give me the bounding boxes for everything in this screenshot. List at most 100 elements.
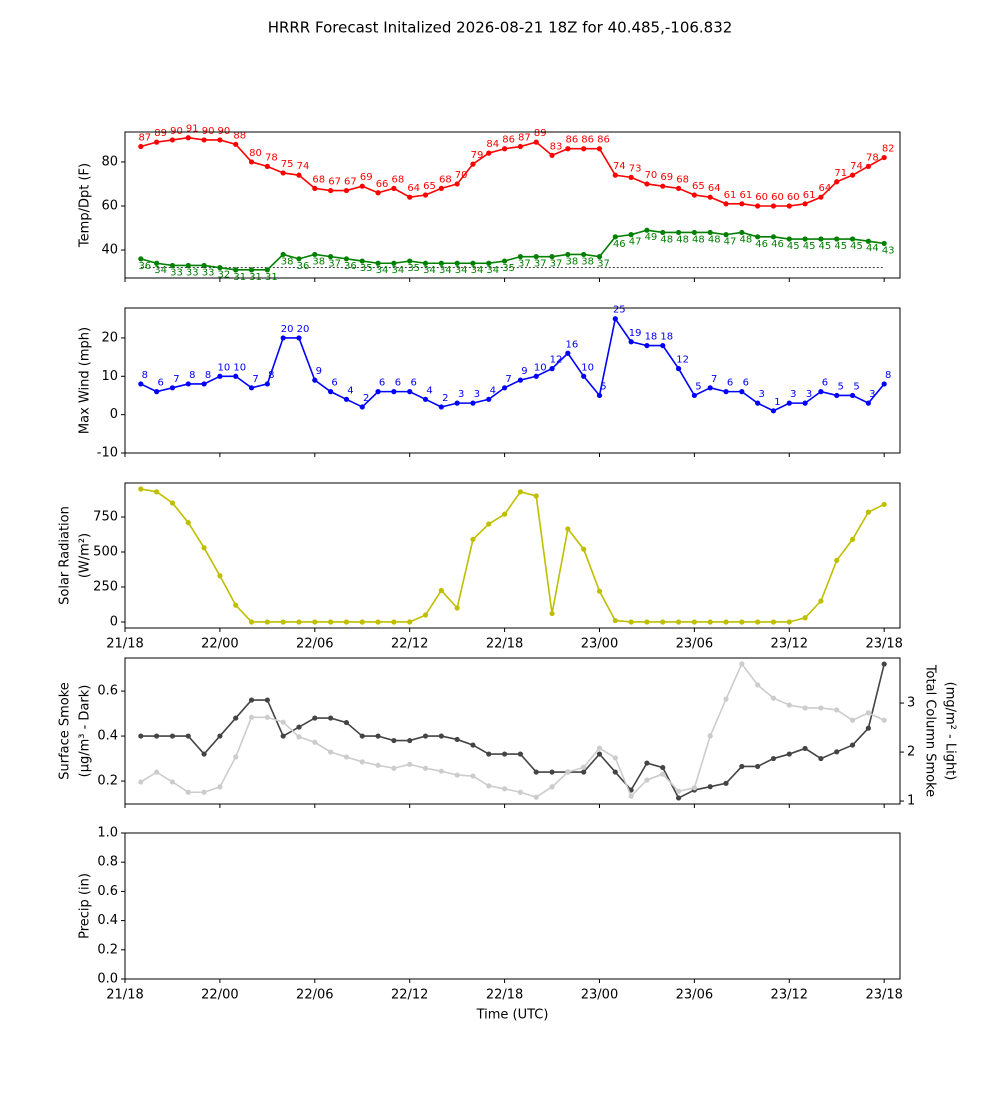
data-label: 68: [312, 174, 325, 185]
point: [296, 335, 302, 341]
point: [628, 232, 634, 238]
point: [628, 339, 634, 345]
point: [343, 396, 350, 402]
data-label: 37: [597, 259, 610, 270]
point: [375, 389, 381, 395]
data-label: 6: [379, 378, 385, 389]
data-label: 4: [426, 385, 432, 396]
data-label: 65: [692, 181, 705, 192]
data-label: 60: [787, 192, 800, 203]
data-label: 33: [170, 267, 183, 278]
y-tick-label: 60: [101, 198, 118, 213]
point: [328, 715, 334, 721]
x-tick-label: 23/12: [771, 988, 808, 1003]
point: [296, 734, 302, 740]
data-label: 68: [676, 174, 689, 185]
data-label: 90: [218, 126, 231, 137]
data-label: 60: [771, 192, 784, 203]
point: [849, 742, 856, 748]
data-label: 37: [534, 259, 547, 270]
point: [217, 137, 223, 143]
data-label: 9: [316, 366, 322, 377]
point: [596, 751, 603, 757]
point: [596, 392, 603, 399]
point: [691, 229, 697, 236]
data-label: 34: [471, 265, 484, 276]
data-label: 18: [660, 332, 673, 343]
point: [849, 392, 856, 399]
x-tick-label: 23/12: [771, 637, 808, 652]
point: [849, 236, 856, 242]
data-label: 47: [629, 237, 642, 248]
x-tick-label: 22/06: [296, 988, 333, 1003]
point: [296, 619, 302, 625]
point: [818, 236, 824, 242]
x-tick-label: 23/06: [676, 988, 713, 1003]
data-label: 6: [331, 378, 337, 389]
point: [201, 545, 207, 551]
y-tick-label: 0.6: [97, 884, 118, 899]
x-tick-label: 22/06: [296, 637, 333, 652]
y-tick-label: 1.0: [97, 826, 118, 841]
data-label: 18: [645, 332, 658, 343]
x-tick-label: 23/00: [581, 637, 618, 652]
point: [881, 381, 887, 387]
data-label: 73: [629, 163, 642, 174]
point: [454, 400, 460, 406]
point: [549, 366, 555, 372]
point: [185, 733, 191, 739]
data-label: 45: [803, 241, 816, 252]
data-label: 68: [439, 174, 452, 185]
data-label: 88: [233, 130, 246, 141]
point: [802, 201, 808, 207]
point: [169, 137, 176, 143]
y2-tick-label: 2: [907, 745, 915, 760]
point: [296, 256, 302, 262]
data-label: 33: [202, 267, 215, 278]
point: [501, 385, 508, 391]
point: [217, 373, 223, 379]
x-tick-label: 23/00: [581, 988, 618, 1003]
point: [454, 772, 460, 778]
point: [138, 381, 144, 387]
data-label: 3: [458, 389, 464, 400]
point: [359, 759, 365, 765]
point: [422, 612, 429, 618]
point: [675, 788, 682, 794]
data-label: 46: [613, 239, 626, 250]
data-label: 45: [819, 241, 832, 252]
y2-tick-label: 3: [907, 696, 915, 711]
point: [660, 764, 666, 771]
data-label: 37: [328, 259, 341, 270]
point: [612, 617, 618, 624]
point: [312, 251, 318, 258]
point: [422, 765, 429, 771]
point: [407, 389, 413, 395]
y2-axis-label: (mg/m² - Light): [943, 682, 958, 781]
point: [660, 229, 666, 236]
point: [169, 385, 176, 391]
point: [422, 733, 429, 739]
data-label: 38: [565, 256, 578, 267]
point: [533, 794, 539, 800]
point: [707, 229, 713, 236]
data-label: 6: [822, 378, 828, 389]
point: [328, 187, 334, 194]
point: [280, 619, 286, 625]
point: [486, 783, 492, 789]
point: [438, 260, 444, 266]
data-label: 10: [581, 362, 594, 373]
y-tick-label: 20: [101, 330, 118, 345]
point: [770, 755, 777, 762]
point: [691, 392, 697, 399]
point: [628, 793, 634, 799]
point: [675, 795, 682, 801]
data-label: 37: [550, 259, 563, 270]
data-label: 10: [233, 362, 246, 373]
data-label: 8: [189, 370, 195, 381]
point: [154, 139, 160, 145]
point: [233, 373, 239, 379]
data-label: 38: [281, 256, 294, 267]
point: [248, 714, 255, 720]
point: [549, 610, 555, 617]
